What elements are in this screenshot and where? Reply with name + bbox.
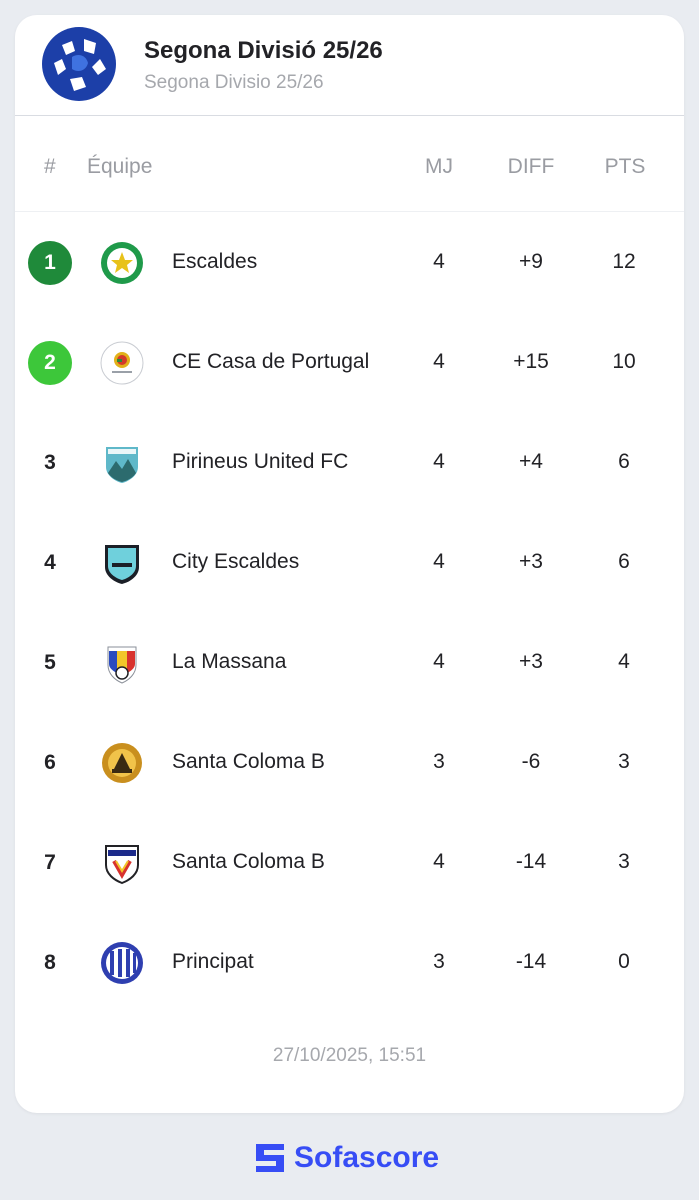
table-row[interactable]: 7 Santa Coloma B 4 -14 3 [15, 812, 684, 912]
column-points: PTS [604, 155, 646, 178]
league-title: Segona Divisió 25/26 [144, 37, 383, 64]
league-logo-icon [42, 27, 116, 101]
matches-played: 4 [433, 250, 445, 273]
goal-difference: -14 [515, 950, 547, 973]
table-row[interactable]: 6 Santa Coloma B 3 -6 3 [15, 712, 684, 812]
casa-de-portugal-crest-icon [100, 341, 144, 385]
goal-difference: +3 [519, 650, 543, 673]
table-header: # Équipe MJ DIFF PTS [15, 116, 684, 212]
team-name: Escaldes [172, 250, 258, 273]
table-row[interactable]: 5 La Massana 4 +3 4 [15, 612, 684, 712]
goal-difference: +15 [513, 350, 549, 373]
goal-difference: -14 [515, 850, 547, 873]
points: 6 [618, 550, 630, 573]
fc-santa-coloma-crest-icon [105, 845, 139, 885]
santa-coloma-b-gold-crest-icon [102, 743, 142, 783]
points: 3 [618, 750, 630, 773]
table-row[interactable]: 4 City Escaldes 4 +3 6 [15, 512, 684, 612]
goal-difference: -6 [521, 750, 541, 773]
league-header: Segona Divisió 25/26 Segona Divisio 25/2… [15, 15, 684, 116]
rank-badge: 8 [44, 951, 56, 974]
table-row[interactable]: 8 Principat 3 -14 0 [15, 912, 684, 1012]
points: 12 [612, 250, 636, 273]
matches-played: 4 [433, 350, 445, 373]
rank-badge: 5 [44, 651, 56, 674]
rank-badge: 2 [28, 341, 72, 385]
points: 0 [618, 950, 630, 973]
team-name: Principat [172, 950, 254, 973]
points: 6 [618, 450, 630, 473]
team-name: Santa Coloma B [172, 750, 325, 773]
goal-difference: +3 [519, 550, 543, 573]
rank-badge: 4 [44, 551, 56, 574]
city-escaldes-crest-icon [105, 545, 139, 584]
table-row[interactable]: 1 Escaldes 4 +9 12 [15, 212, 684, 312]
team-name: CE Casa de Portugal [172, 350, 370, 373]
matches-played: 4 [433, 450, 445, 473]
rank-badge: 1 [28, 241, 72, 285]
table-row[interactable]: 3 Pirineus United FC 4 +4 6 [15, 412, 684, 512]
goal-difference: +4 [519, 450, 543, 473]
standings-card: Segona Divisió 25/26 Segona Divisio 25/2… [15, 15, 684, 1113]
team-name: Santa Coloma B [172, 850, 325, 873]
matches-played: 4 [433, 850, 445, 873]
team-name: La Massana [172, 650, 287, 673]
points: 3 [618, 850, 630, 873]
rank-badge: 3 [44, 451, 56, 474]
column-goal-diff: DIFF [507, 155, 555, 178]
matches-played: 4 [433, 550, 445, 573]
matches-played: 3 [433, 950, 445, 973]
team-name: City Escaldes [172, 550, 300, 573]
escaldes-crest-icon [101, 242, 143, 284]
pirineus-united-crest-icon [106, 447, 138, 483]
table-row[interactable]: 2 CE Casa de Portugal 4 +15 10 [15, 312, 684, 412]
column-team: Équipe [87, 155, 153, 178]
column-rank: # [44, 155, 56, 178]
sofascore-logo-icon [256, 1144, 284, 1172]
points: 4 [618, 650, 630, 673]
points: 10 [612, 350, 636, 373]
rank-badge: 6 [44, 751, 56, 774]
league-subtitle: Segona Divisio 25/26 [144, 72, 324, 93]
team-name: Pirineus United FC [172, 450, 349, 473]
brand-name: Sofascore [294, 1141, 440, 1174]
goal-difference: +9 [519, 250, 543, 273]
last-updated: 27/10/2025, 15:51 [272, 1045, 427, 1066]
rank-badge: 7 [44, 851, 56, 874]
principat-crest-icon [101, 942, 143, 984]
matches-played: 4 [433, 650, 445, 673]
column-matches: MJ [425, 155, 453, 178]
matches-played: 3 [433, 750, 445, 773]
sofascore-brand[interactable]: Sofascore [254, 1138, 439, 1178]
la-massana-crest-icon [107, 646, 137, 684]
